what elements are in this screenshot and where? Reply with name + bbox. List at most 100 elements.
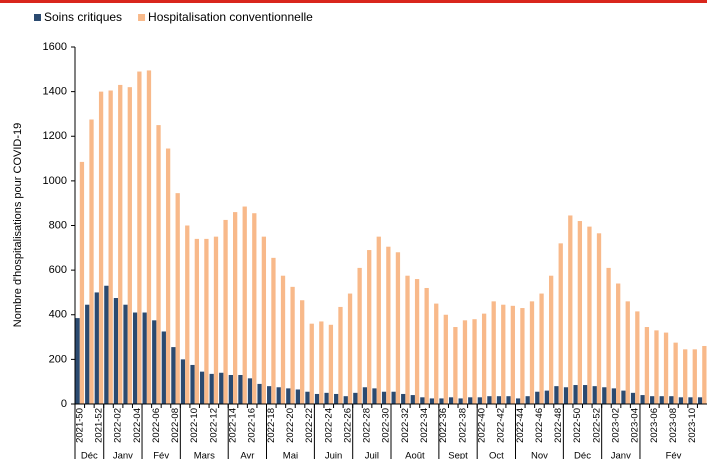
bar <box>362 387 368 404</box>
legend-swatch <box>34 14 41 21</box>
bar <box>535 391 540 404</box>
bar <box>79 161 85 404</box>
bar <box>223 219 228 404</box>
bar <box>156 125 161 404</box>
bar <box>558 243 563 404</box>
bar <box>510 305 515 404</box>
x-tick-label: 2022-24 <box>323 408 334 443</box>
bar <box>314 393 320 404</box>
bar <box>515 398 521 404</box>
bar <box>75 318 80 404</box>
x-tick-label: 2022-22 <box>304 408 315 443</box>
bar <box>424 287 429 404</box>
bar <box>305 391 310 404</box>
bar <box>319 321 324 404</box>
y-tick-label: 600 <box>49 264 67 276</box>
bar <box>506 396 511 404</box>
bar <box>458 398 463 404</box>
bar <box>635 311 640 404</box>
bar <box>357 267 362 404</box>
bar <box>496 396 502 404</box>
bar <box>104 285 109 404</box>
bar <box>242 206 247 404</box>
month-label: Oct <box>489 451 504 459</box>
bar <box>137 71 142 404</box>
bar <box>118 84 123 405</box>
bar <box>247 378 253 404</box>
bar <box>692 349 697 404</box>
x-tick-label: 2022-52 <box>591 408 602 443</box>
y-tick-label: 200 <box>49 353 67 365</box>
bar <box>113 298 119 404</box>
bar <box>410 395 415 404</box>
y-tick-label: 1600 <box>43 41 67 53</box>
bar <box>401 393 406 404</box>
legend-swatch <box>138 14 146 21</box>
bar <box>132 312 138 404</box>
bar <box>152 320 157 404</box>
month-label: Août <box>405 451 425 459</box>
x-tick-label: 2022-36 <box>438 408 449 443</box>
x-tick-label: 2022-16 <box>247 408 258 443</box>
y-tick-label: 400 <box>49 309 67 321</box>
bar <box>142 312 147 404</box>
bar <box>678 397 684 404</box>
bar <box>659 396 664 404</box>
y-tick-label: 1400 <box>43 86 67 98</box>
bar <box>199 371 205 404</box>
bar <box>453 327 458 404</box>
y-tick-label: 800 <box>49 219 67 231</box>
bar <box>123 304 128 404</box>
x-tick-label: 2022-18 <box>266 408 277 443</box>
x-tick-label: 2022-30 <box>381 408 392 443</box>
bar <box>702 345 707 404</box>
bar <box>295 389 301 404</box>
bar <box>405 275 410 404</box>
bar <box>204 238 209 404</box>
month-label: Juin <box>325 451 342 459</box>
bar <box>673 342 678 404</box>
bar <box>544 390 549 404</box>
month-label: Juil <box>365 451 379 459</box>
bar <box>338 306 343 404</box>
month-label: Mai <box>283 451 298 459</box>
bar <box>596 233 602 404</box>
bar <box>127 87 132 404</box>
bar <box>434 303 439 404</box>
month-label: Fév <box>153 451 169 459</box>
bar <box>688 397 693 404</box>
x-tick-label: 2023-02 <box>611 408 622 443</box>
bar <box>324 392 329 404</box>
bar <box>568 215 573 404</box>
bar <box>309 323 314 404</box>
x-tick-label: 2022-50 <box>572 408 583 443</box>
bar <box>602 387 607 404</box>
bar <box>372 388 377 404</box>
bar <box>146 70 152 404</box>
x-tick-label: 2022-04 <box>132 408 143 443</box>
bar <box>477 397 482 404</box>
bar <box>190 364 195 404</box>
bar <box>611 388 617 404</box>
bar <box>577 221 583 404</box>
bar <box>300 300 305 404</box>
bar <box>395 252 401 404</box>
month-label: Mars <box>194 451 215 459</box>
bar <box>290 286 295 404</box>
x-tick-label: 2022-12 <box>208 408 219 443</box>
bar <box>219 372 224 404</box>
bar <box>529 301 535 404</box>
y-tick-label: 1200 <box>43 130 67 142</box>
bar <box>233 212 238 404</box>
x-tick-label: 2022-32 <box>400 408 411 443</box>
x-tick-label: 2022-06 <box>151 408 162 443</box>
bar <box>644 327 650 404</box>
x-tick-label: 2022-02 <box>113 408 124 443</box>
x-tick-label: 2022-38 <box>457 408 468 443</box>
bar <box>85 304 90 404</box>
bar <box>468 397 473 404</box>
bar <box>165 148 171 404</box>
bar <box>185 225 190 404</box>
bar <box>481 313 487 404</box>
legend-label: Soins critiques <box>44 10 122 24</box>
